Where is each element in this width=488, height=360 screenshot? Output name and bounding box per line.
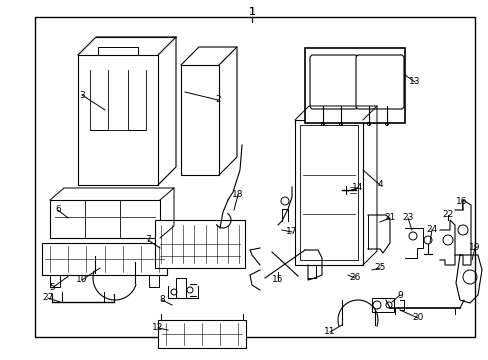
Text: 25: 25 xyxy=(373,264,385,273)
Bar xyxy=(294,120,362,265)
Text: 20: 20 xyxy=(411,314,423,323)
Text: 15: 15 xyxy=(272,275,283,284)
Text: 27: 27 xyxy=(42,293,54,302)
Text: 7: 7 xyxy=(145,235,151,244)
Text: 4: 4 xyxy=(376,180,382,189)
Bar xyxy=(158,320,245,348)
Text: 12: 12 xyxy=(152,324,163,333)
Text: 24: 24 xyxy=(426,225,437,234)
Text: 5: 5 xyxy=(49,284,55,292)
Bar xyxy=(155,220,244,268)
Text: 19: 19 xyxy=(468,243,480,252)
Bar xyxy=(299,125,357,260)
Bar xyxy=(78,55,158,185)
Bar xyxy=(35,17,474,337)
Text: 8: 8 xyxy=(159,296,164,305)
Bar xyxy=(305,48,404,123)
Text: 21: 21 xyxy=(384,213,395,222)
Text: 9: 9 xyxy=(396,291,402,300)
Bar xyxy=(371,298,393,312)
Text: 23: 23 xyxy=(402,213,413,222)
Text: 11: 11 xyxy=(324,328,335,337)
Text: 17: 17 xyxy=(285,228,297,237)
Text: 13: 13 xyxy=(408,77,420,86)
FancyBboxPatch shape xyxy=(355,55,403,109)
Text: 10: 10 xyxy=(76,275,87,284)
Text: 1: 1 xyxy=(248,7,255,17)
Bar xyxy=(42,243,167,275)
Text: 1: 1 xyxy=(248,7,255,17)
Text: 16: 16 xyxy=(455,198,467,207)
Bar xyxy=(50,200,160,238)
Text: 2: 2 xyxy=(215,95,221,104)
Text: 14: 14 xyxy=(351,184,363,193)
Text: 22: 22 xyxy=(442,211,453,220)
Text: 3: 3 xyxy=(79,90,85,99)
Bar xyxy=(181,65,219,175)
Text: 6: 6 xyxy=(55,206,61,215)
Text: 18: 18 xyxy=(232,190,243,199)
FancyBboxPatch shape xyxy=(309,55,357,109)
Text: 26: 26 xyxy=(348,274,360,283)
